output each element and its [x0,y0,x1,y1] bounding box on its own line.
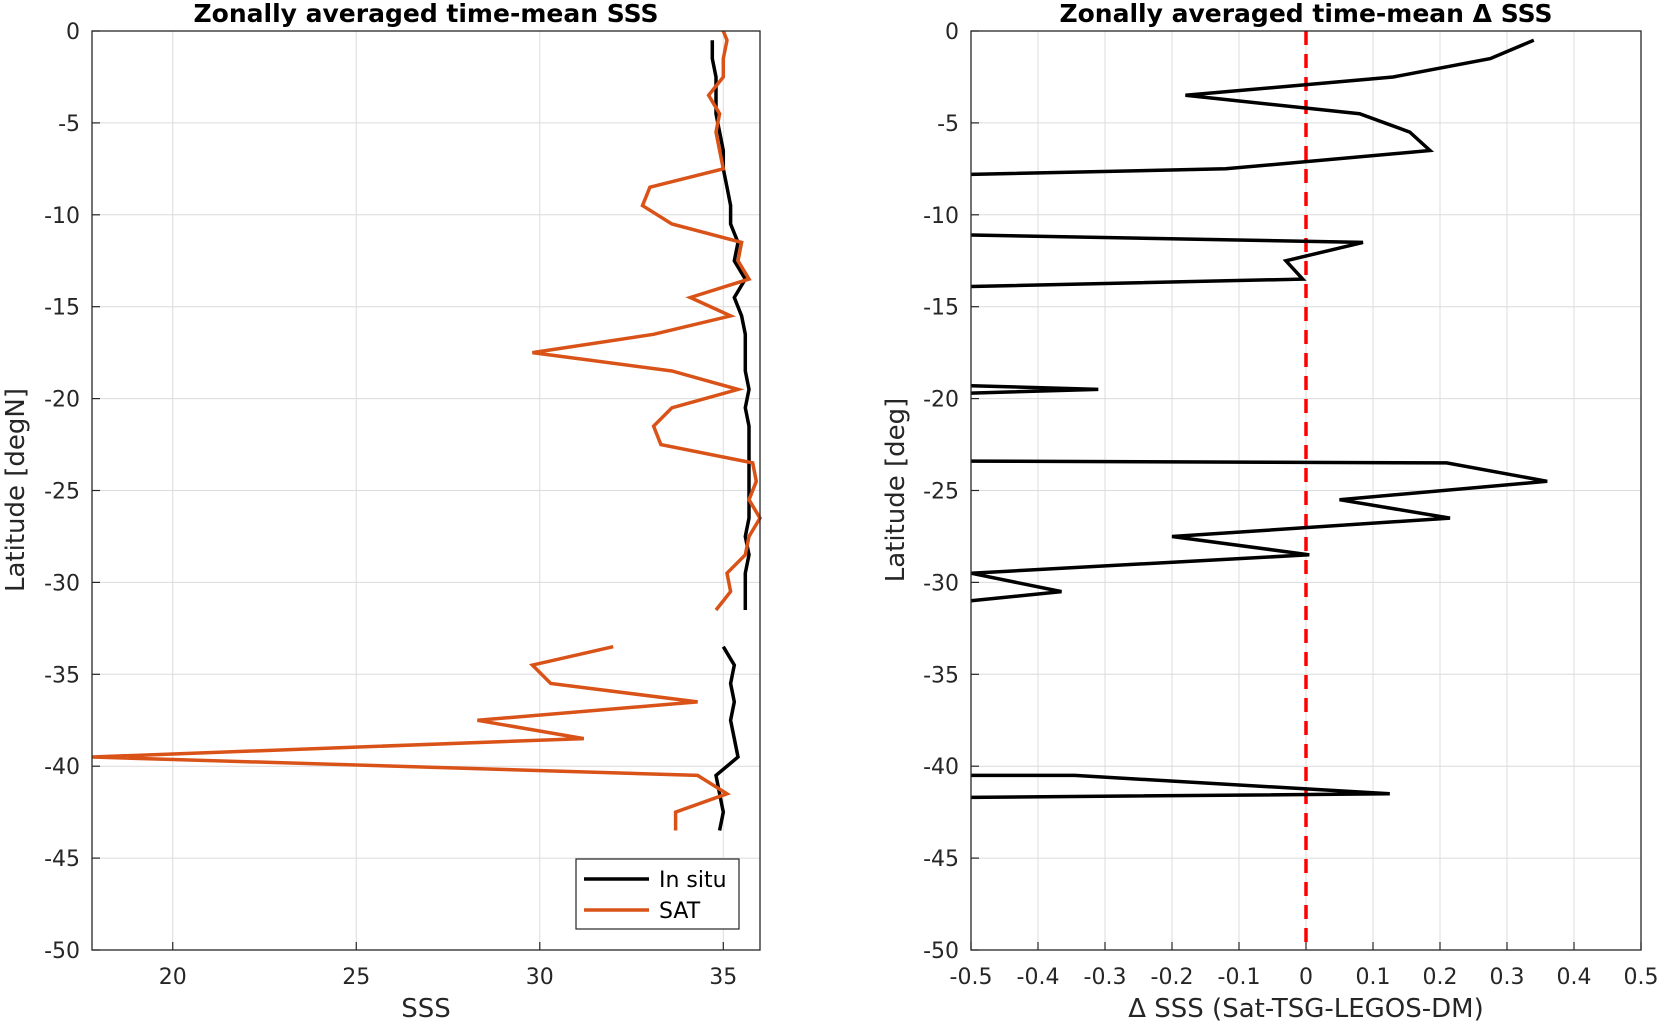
legend-sat-label: SAT [659,899,701,924]
sat-line-segment [532,30,763,612]
y-tick-label: -30 [923,571,959,596]
x-tick-label: 25 [342,965,370,990]
delta-sss-y-axis-label: Latitude [deg] [881,398,911,583]
y-tick-label: -35 [923,663,959,688]
x-tick-label: -0.3 [1084,965,1127,990]
in-situ-line-segment [710,40,751,610]
y-tick-label: -15 [923,296,959,321]
y-tick-label: -15 [44,296,80,321]
sss-panel: 20 25 30 35 0 -5 -10 -15 -20 -25 -30 -35 -40 -45 -50 Z… [1,0,763,1024]
y-tick-label: -5 [937,112,959,137]
delta-sss-series-lines [970,38,1548,800]
legend-in-situ-label: In situ [659,868,727,893]
delta-sss-line-segment [970,38,1535,177]
y-tick-label: -10 [923,204,959,229]
delta-sss-line-segment [970,233,1364,289]
x-tick-label: 0.4 [1557,965,1592,990]
x-tick-label: -0.2 [1151,965,1194,990]
sss-chart-title: Zonally averaged time-mean SSS [194,0,659,28]
in-situ-line-segment [714,645,740,831]
x-tick-label: 0.5 [1624,965,1659,990]
delta-sss-tick-labels: -0.5 -0.4 -0.3 -0.2 -0.1 0 0.1 0.2 0.3 0.4 0.5 0 -5 -… [923,20,1658,990]
x-tick-label: 0.1 [1356,965,1391,990]
delta-sss-chart-title: Zonally averaged time-mean Δ SSS [1060,0,1553,28]
y-tick-label: 0 [66,20,80,45]
x-tick-label: 0.2 [1423,965,1458,990]
x-tick-label: -0.5 [950,965,993,990]
sat-line-segment [91,644,731,831]
x-tick-label: 30 [526,965,554,990]
y-tick-label: -5 [58,112,80,137]
x-tick-label: 0 [1299,965,1313,990]
y-tick-label: -25 [923,480,959,505]
y-tick-label: -20 [44,388,80,413]
y-tick-label: -20 [923,388,959,413]
y-tick-label: -50 [923,939,959,964]
y-tick-label: -45 [923,847,959,872]
y-tick-label: -35 [44,663,80,688]
sss-x-axis-label: SSS [401,994,451,1024]
y-tick-label: -10 [44,204,80,229]
delta-sss-x-axis-label: Δ SSS (Sat-TSG-LEGOS-DM) [1128,994,1484,1024]
sss-series-lines [91,30,763,831]
y-tick-label: -40 [923,755,959,780]
delta-sss-line-segment [970,773,1390,800]
legend-box [575,858,740,930]
y-tick-label: -50 [44,939,80,964]
x-tick-label: -0.1 [1218,965,1261,990]
delta-sss-line-segment [970,383,1099,395]
y-tick-label: -25 [44,480,80,505]
y-tick-label: -40 [44,755,80,780]
y-tick-label: -30 [44,571,80,596]
y-tick-label: 0 [945,20,959,45]
x-tick-label: 0.3 [1490,965,1525,990]
x-tick-label: 20 [159,965,187,990]
delta-sss-panel: -0.5 -0.4 -0.3 -0.2 -0.1 0 0.1 0.2 0.3 0.4 0.5 0 -5 -… [881,0,1659,1024]
sss-y-axis-label: Latitude [degN] [1,388,31,592]
x-tick-label: -0.4 [1017,965,1060,990]
delta-sss-line-segment [970,459,1548,603]
sss-tick-labels: 20 25 30 35 0 -5 -10 -15 -20 -25 -30 -35 -40 -45 -50 [44,20,737,990]
sss-legend: In situ SAT [575,858,740,930]
y-tick-label: -45 [44,847,80,872]
x-tick-label: 35 [709,965,737,990]
